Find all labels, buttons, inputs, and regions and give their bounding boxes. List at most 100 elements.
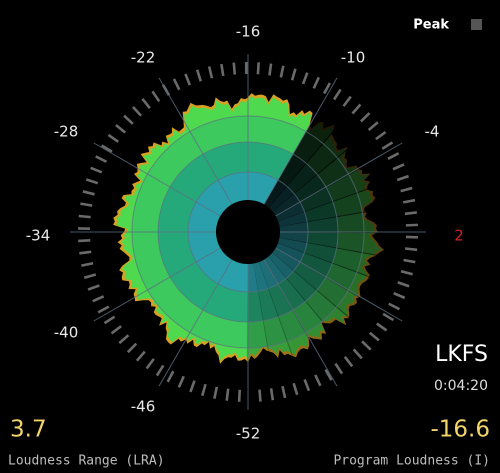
tick: [396, 174, 409, 182]
elapsed-time: 0:04:20: [434, 378, 488, 394]
tick: [80, 202, 93, 207]
tick: [392, 163, 405, 171]
tick: [334, 362, 344, 375]
tick: [155, 364, 165, 377]
sweep-shade: [248, 232, 345, 363]
tick: [123, 114, 134, 125]
tick: [85, 178, 99, 185]
tick: [351, 103, 362, 115]
sweep-shade: [248, 232, 389, 309]
tick: [388, 302, 401, 311]
tick: [232, 62, 237, 75]
tick: [145, 358, 155, 370]
tick: [367, 121, 379, 132]
ring-line: [157, 141, 339, 323]
tick: [213, 386, 219, 399]
sweep-shade: [248, 232, 363, 348]
tick: [258, 389, 262, 402]
tick: [82, 190, 95, 196]
tick: [268, 63, 273, 76]
program-label: Program Loudness (I): [333, 454, 490, 469]
spoke: [275, 247, 403, 322]
dial-label: -10: [341, 49, 366, 67]
tick: [126, 342, 138, 354]
spoke: [93, 142, 221, 217]
dial-label: -46: [131, 398, 156, 416]
dial-label: -22: [131, 49, 156, 67]
tick: [103, 315, 116, 325]
tick: [343, 356, 354, 368]
tick: [382, 312, 395, 322]
spoke: [263, 77, 338, 205]
tick: [322, 82, 332, 95]
sweep-shade: [248, 205, 398, 234]
sweep-shade: [248, 232, 300, 380]
tick: [281, 385, 287, 399]
tick: [361, 340, 372, 351]
tick: [301, 72, 309, 85]
spoke: [93, 247, 221, 322]
center-hole: [216, 200, 280, 264]
peak-label: Peak: [413, 18, 449, 33]
tick: [177, 375, 185, 388]
sweep-shade: [248, 232, 323, 374]
tick: [83, 273, 97, 279]
tick: [403, 258, 416, 264]
tick: [405, 223, 418, 227]
sweep-shade: [248, 102, 346, 232]
spoke: [263, 259, 338, 387]
sweep-shade: [248, 135, 379, 232]
tick: [256, 62, 260, 75]
tick: [400, 186, 413, 193]
dial-label: -4: [425, 123, 440, 141]
tick: [324, 369, 333, 381]
tick: [151, 90, 161, 103]
ring-line: [131, 115, 365, 349]
tick: [87, 284, 100, 291]
tick: [118, 334, 130, 345]
tick: [184, 73, 192, 86]
sweep-shade: [248, 232, 378, 330]
tick: [78, 214, 91, 219]
tick: [279, 65, 285, 78]
tick: [269, 388, 275, 401]
dial-label: -40: [54, 324, 79, 342]
tick: [195, 69, 202, 82]
tick: [81, 261, 94, 267]
tick: [166, 370, 175, 383]
tick: [290, 68, 297, 81]
tick: [292, 382, 299, 396]
tick: [107, 133, 120, 143]
tick: [404, 247, 418, 252]
tick: [95, 155, 108, 163]
sweep-shade: [248, 157, 390, 232]
tick: [92, 295, 105, 303]
dial-label: -28: [54, 123, 79, 141]
sweep-shade: [248, 117, 364, 232]
range-label: Loudness Range (LRA): [8, 454, 165, 469]
tick: [352, 348, 363, 360]
tick: [393, 292, 406, 300]
tick: [376, 322, 388, 332]
tick: [381, 141, 394, 150]
tick: [404, 211, 418, 216]
tick: [135, 350, 146, 362]
dial-label: -52: [236, 425, 261, 443]
tick: [220, 63, 225, 77]
dial-label: -16: [236, 23, 261, 41]
program-value: -16.6: [430, 417, 490, 443]
tick: [359, 112, 371, 123]
tick: [400, 270, 413, 276]
tick: [237, 389, 242, 402]
tick: [402, 198, 416, 204]
tick: [314, 374, 322, 387]
tick: [375, 131, 387, 141]
tick: [312, 76, 320, 89]
sweep-shade: [248, 180, 396, 232]
tick: [387, 152, 400, 160]
tick: [201, 383, 207, 397]
tick: [115, 124, 127, 134]
sweep-shade: [246, 232, 275, 382]
tick: [225, 388, 230, 401]
